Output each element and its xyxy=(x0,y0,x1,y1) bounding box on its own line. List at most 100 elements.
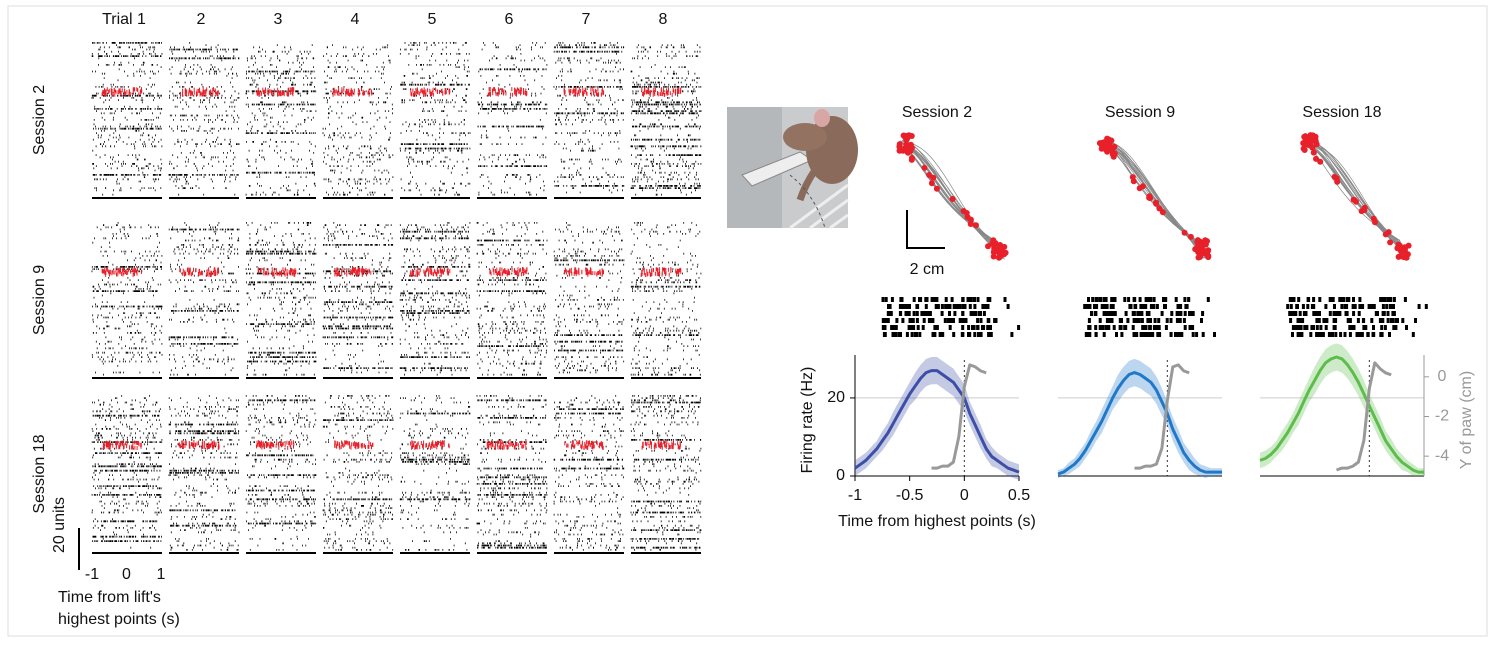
raster-highlight xyxy=(640,267,682,277)
raster-spikes xyxy=(91,222,163,376)
raster-x-tick-label: 0 xyxy=(122,566,131,583)
trajectory-point xyxy=(1301,147,1308,153)
trajectory-point xyxy=(1197,254,1203,260)
trajectory-point xyxy=(1194,238,1201,245)
raster-highlight xyxy=(179,267,220,277)
scale-bar xyxy=(906,210,945,249)
raster-highlight xyxy=(256,87,295,97)
trajectory-point xyxy=(1313,141,1320,148)
trajectory-point xyxy=(896,147,903,154)
raster-spikes xyxy=(322,395,394,551)
trajectory-point xyxy=(990,253,997,260)
raster-highlight xyxy=(410,440,450,450)
trial-label: 7 xyxy=(582,11,591,28)
trajectory-point xyxy=(1129,174,1136,181)
raster-spikes xyxy=(630,395,702,551)
raster-highlight xyxy=(410,87,451,97)
x-tick-label: 0 xyxy=(960,487,969,504)
raster-highlight xyxy=(178,440,220,450)
x-tick-label: 0.5 xyxy=(1008,487,1030,504)
trajectory-point xyxy=(996,254,1002,261)
raster-spikes xyxy=(245,395,317,551)
raster-highlight xyxy=(102,440,142,450)
trajectory-point xyxy=(973,222,979,229)
error-band xyxy=(1058,358,1222,478)
trajectory-point xyxy=(921,164,928,171)
y2-tick-label: 0 xyxy=(1438,368,1447,385)
session-label: Session 9 xyxy=(31,265,48,335)
trajectory-point xyxy=(1350,196,1357,203)
raster-spikes xyxy=(245,44,317,196)
y-axis-label: Firing rate (Hz) xyxy=(799,367,816,474)
raster-spikes xyxy=(476,395,548,549)
y-tick-label: 20 xyxy=(827,389,845,406)
raster-highlight xyxy=(409,267,451,277)
raster-spikes xyxy=(91,395,163,549)
line xyxy=(854,369,1020,474)
trajectory-point xyxy=(960,208,967,214)
raster-highlight xyxy=(334,440,374,450)
raster-spikes xyxy=(630,44,702,196)
raster-highlight xyxy=(332,87,373,97)
x-axis-label: Time from highest points (s) xyxy=(838,513,1036,530)
line xyxy=(1336,361,1392,472)
x-tick-label: -0.5 xyxy=(896,487,924,504)
trial-label: 6 xyxy=(505,11,514,28)
mouse-illustration xyxy=(727,107,858,230)
trial-label: Trial 1 xyxy=(102,11,146,28)
trajectory-point xyxy=(967,221,974,227)
raster-spikes xyxy=(553,42,625,194)
scale-label: 2 cm xyxy=(910,261,945,278)
error-band xyxy=(855,356,1019,480)
raster-highlight xyxy=(101,87,143,97)
trajectory-point xyxy=(909,154,915,161)
raster-highlight xyxy=(641,440,681,450)
raster-spikes xyxy=(553,395,625,551)
trajectory-point xyxy=(908,133,915,139)
trajectory-point xyxy=(1181,229,1188,236)
line xyxy=(931,363,987,470)
trajectory-point xyxy=(949,196,956,202)
trajectory-title: Session 2 xyxy=(902,104,972,121)
trial-label: 2 xyxy=(197,11,206,28)
unit-raster xyxy=(1286,297,1428,337)
raster-spikes xyxy=(322,222,394,374)
raster-highlight xyxy=(564,440,604,450)
trajectory-point xyxy=(1204,248,1211,255)
raster-x-label: highest points (s) xyxy=(58,611,180,628)
trajectory-point xyxy=(1387,239,1394,246)
raster-spikes xyxy=(168,222,240,376)
trajectory-point xyxy=(905,149,911,156)
trajectory-point xyxy=(1313,155,1319,162)
trajectory-point xyxy=(933,185,940,192)
y2-axis-label: Y of paw (cm) xyxy=(1458,371,1475,469)
unit-raster xyxy=(881,297,1021,337)
raster-highlight xyxy=(334,267,372,277)
trajectory-point xyxy=(904,135,911,142)
trial-label: 8 xyxy=(659,11,668,28)
raster-spikes xyxy=(553,222,625,374)
trajectory-point xyxy=(926,172,933,178)
raster-spikes xyxy=(399,42,471,196)
trajectory-point xyxy=(1302,136,1309,143)
raster-spikes xyxy=(322,44,394,196)
raster-highlight xyxy=(563,87,605,97)
trajectory-point xyxy=(1205,254,1212,261)
raster-highlight xyxy=(257,267,297,277)
raster-spikes xyxy=(630,222,702,376)
raster-spikes xyxy=(399,222,471,376)
trajectory-point xyxy=(1334,178,1341,185)
raster-spikes xyxy=(91,42,163,196)
trajectory-point xyxy=(985,243,991,250)
frame xyxy=(7,5,1488,637)
raster-highlight xyxy=(101,267,142,277)
trajectory-point xyxy=(1309,137,1315,144)
trajectory-point xyxy=(1310,149,1317,156)
trajectory-point xyxy=(990,237,997,244)
raster-highlight xyxy=(486,440,527,450)
trajectory-point xyxy=(1331,173,1338,180)
raster-highlight xyxy=(487,87,528,97)
raster-x-label: Time from lift's xyxy=(58,589,161,606)
raster-spikes xyxy=(168,395,240,551)
y2-tick-label: -4 xyxy=(1435,447,1449,464)
